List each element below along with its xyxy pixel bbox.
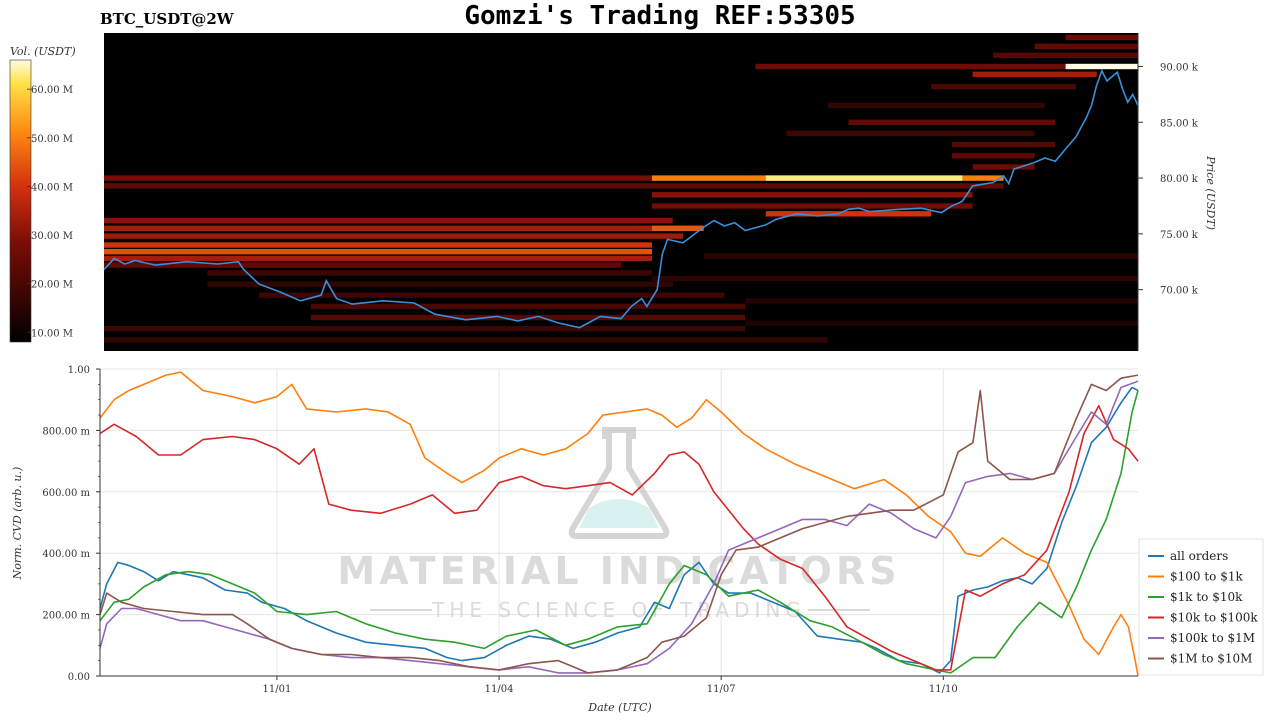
- price-tick-label: 75.00 k: [1160, 230, 1199, 241]
- cvd-line-100-to-1k: [99, 371, 1139, 677]
- heatmap-band: [972, 71, 1097, 77]
- heatmap-bands: [104, 34, 1138, 343]
- heatmap-band: [703, 253, 1138, 259]
- heatmap-band: [745, 320, 1138, 326]
- colorbar-tick-label: 40.00 M: [31, 182, 73, 193]
- legend-label-100-to-1k: $100 to $1k: [1170, 570, 1243, 584]
- watermark-title: MATERIAL INDICATORS: [337, 549, 900, 593]
- legend-label-10k-to-100k: $10k to $100k: [1170, 611, 1258, 625]
- heatmap-band: [951, 141, 1056, 148]
- colorbar: 10.00 M 20.00 M 30.00 M 40.00 M 50.00 M 60.00…: [9, 45, 76, 343]
- heatmap-band: [104, 217, 673, 224]
- heatmap-band: [207, 281, 673, 287]
- cvd-y-tick-label: 200.00 m: [42, 611, 90, 622]
- heatmap-band: [652, 203, 973, 209]
- cvd-y-axis-label: Norm. CVD (arb. u.): [11, 467, 24, 581]
- legend-label-1k-to-10k: $1k to $10k: [1170, 590, 1243, 604]
- heatmap-band: [745, 298, 1138, 304]
- heatmap-panel: 70.00 k 75.00 k 80.00 k 85.00 k 90.00 k Pric…: [103, 33, 1217, 351]
- flask-icon: [568, 427, 670, 539]
- legend: all orders $100 to $1k $1k to $10k $10k to …: [1138, 538, 1264, 676]
- heatmap-band: [310, 314, 746, 321]
- colorbar-tick-label: 50.00 M: [31, 134, 73, 145]
- legend-label-100k-to-1m: $100k to $1M: [1170, 631, 1255, 645]
- price-axis: 70.00 k 75.00 k 80.00 k 85.00 k 90.00 k: [1137, 33, 1199, 351]
- heatmap-band: [104, 175, 652, 181]
- heatmap-band: [972, 164, 1035, 170]
- cvd-x-tick-label: 11/04: [485, 684, 514, 695]
- colorbar-gradient: [9, 59, 32, 343]
- heatmap-band: [104, 225, 704, 231]
- cvd-y-tick-label: 400.00 m: [42, 549, 90, 560]
- cvd-panel: MATERIAL INDICATORS THE SCIENCE OF TRADI…: [11, 365, 1139, 714]
- cvd-line-100k-to-1m: [99, 380, 1139, 674]
- cvd-x-tick-label: 11/10: [929, 684, 958, 695]
- legend-label-all-orders: all orders: [1170, 549, 1228, 563]
- colorbar-ticks: 10.00 M 20.00 M 30.00 M 40.00 M 50.00 M 60.00…: [27, 85, 73, 339]
- legend-box: [1138, 538, 1264, 676]
- heatmap-band: [104, 183, 1004, 189]
- cvd-series: [99, 371, 1139, 677]
- heatmap-band: [765, 175, 963, 181]
- heatmap-band: [1065, 34, 1138, 41]
- price-line: [103, 68, 1139, 329]
- price-tick-label: 90.00 k: [1160, 62, 1199, 73]
- legend-label-1m-to-10m: $1M to $10M: [1170, 652, 1252, 666]
- heatmap-band: [765, 211, 932, 217]
- heatmap-band: [104, 255, 652, 262]
- heatmap-band: [310, 303, 746, 310]
- heatmap-band: [1065, 63, 1138, 70]
- cvd-y-tick-label: 800.00 m: [42, 426, 90, 437]
- cvd-line-1m-to-10m: [99, 374, 1139, 674]
- heatmap-band: [993, 52, 1138, 58]
- heatmap-band: [259, 292, 725, 298]
- page-title: Gomzi's Trading REF:53305: [464, 1, 855, 31]
- price-tick-label: 85.00 k: [1160, 118, 1199, 129]
- price-tick-label: 80.00 k: [1160, 174, 1199, 185]
- heatmap-band: [104, 249, 652, 255]
- colorbar-tick-label: 20.00 M: [31, 280, 73, 291]
- watermark-subtitle: THE SCIENCE OF TRADING: [431, 598, 806, 622]
- heatmap-band: [951, 153, 1035, 159]
- cvd-x-axis-label: Date (UTC): [587, 701, 651, 714]
- heatmap-band: [104, 233, 683, 239]
- heatmap-band: [104, 262, 621, 268]
- watermark: MATERIAL INDICATORS THE SCIENCE OF TRADI…: [337, 427, 900, 622]
- price-axis-label: Price (USDT): [1204, 155, 1217, 230]
- heatmap-band: [755, 63, 1066, 70]
- cvd-line-all-orders: [99, 386, 1139, 674]
- heatmap-band: [652, 192, 973, 198]
- heatmap-band: [786, 130, 1035, 137]
- cvd-line-1k-to-10k: [99, 390, 1139, 674]
- heatmap-band: [207, 270, 652, 276]
- cvd-x-tick-label: 11/01: [263, 684, 292, 695]
- heatmap-band: [104, 242, 652, 248]
- colorbar-label: Vol. (USDT): [10, 45, 76, 58]
- price-tick-label: 70.00 k: [1160, 286, 1199, 297]
- cvd-x-tick-label: 11/07: [707, 684, 736, 695]
- heatmap-band: [104, 337, 828, 343]
- cvd-y-tick-label: 600.00 m: [42, 488, 90, 499]
- heatmap-band: [848, 119, 1056, 125]
- legend-items: all orders $100 to $1k $1k to $10k $10k to …: [1148, 549, 1258, 666]
- heatmap-band: [652, 225, 704, 231]
- heatmap-band: [827, 102, 1045, 109]
- cvd-y-tick-label: 1.00: [68, 365, 90, 376]
- heatmap-band: [1034, 43, 1138, 50]
- heatmap-band: [931, 83, 1076, 90]
- heatmap-band: [652, 275, 1138, 282]
- heatmap-band: [104, 326, 746, 332]
- cvd-y-tick-label: 0.00: [68, 672, 90, 683]
- colorbar-tick-label: 10.00 M: [31, 328, 73, 339]
- cvd-line-10k-to-100k: [99, 404, 1139, 671]
- cvd-x-ticks: 11/01 11/04 11/07 11/10: [263, 676, 958, 695]
- colorbar-tick-label: 30.00 M: [31, 231, 73, 242]
- symbol-label: BTC_USDT@2W: [100, 10, 235, 28]
- cvd-y-ticks: 0.00 200.00 m 400.00 m 600.00 m 800.00 m 1.00: [42, 365, 100, 683]
- colorbar-tick-label: 60.00 M: [31, 85, 73, 96]
